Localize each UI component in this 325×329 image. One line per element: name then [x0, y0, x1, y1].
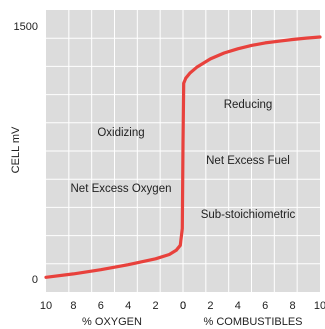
- x-tick-label-combustibles: 2: [207, 300, 213, 312]
- series-line-cell-mv: [44, 35, 322, 279]
- region-label-net-excess-fuel: Net Excess Fuel: [206, 155, 290, 167]
- x-tick-label-oxygen: 2: [153, 300, 159, 312]
- x-tick-label-combustibles: 4: [235, 300, 241, 312]
- x-tick-label-oxygen: 8: [70, 300, 76, 312]
- y-axis-label: CELL mV: [10, 126, 22, 173]
- y-tick-label-1500: 1500: [14, 21, 38, 33]
- x-axis-label-combustibles: % COMBUSTIBLES: [203, 316, 302, 328]
- series-group: [44, 35, 322, 279]
- region-label-oxidizing: Oxidizing: [97, 127, 144, 139]
- x-tick-label-oxygen: 6: [98, 300, 104, 312]
- x-axis-label-oxygen: % OXYGEN: [82, 316, 142, 328]
- region-labels: Oxidizing Net Excess Oxygen Reducing Net…: [71, 99, 296, 221]
- x-tick-label-combustibles: 6: [262, 300, 268, 312]
- region-label-net-excess-oxygen: Net Excess Oxygen: [71, 183, 172, 195]
- y-tick-label-0: 0: [32, 274, 38, 286]
- x-tick-label-combustibles: 8: [290, 300, 296, 312]
- region-label-sub-stoichiometric: Sub-stoichiometric: [201, 209, 296, 221]
- x-tick-labels: 10 8 6 4 2 00 2 4 6 8 10: [40, 300, 325, 312]
- x-tick-label-oxygen: 10: [40, 300, 52, 312]
- region-label-reducing: Reducing: [224, 99, 273, 111]
- y-tick-labels: 0 1500: [14, 21, 38, 286]
- x-tick-label-combustibles: 0: [180, 300, 186, 312]
- x-tick-label-oxygen: 0: [180, 300, 186, 312]
- x-tick-label-oxygen: 4: [125, 300, 131, 312]
- x-tick-label-combustibles: 10: [314, 300, 325, 312]
